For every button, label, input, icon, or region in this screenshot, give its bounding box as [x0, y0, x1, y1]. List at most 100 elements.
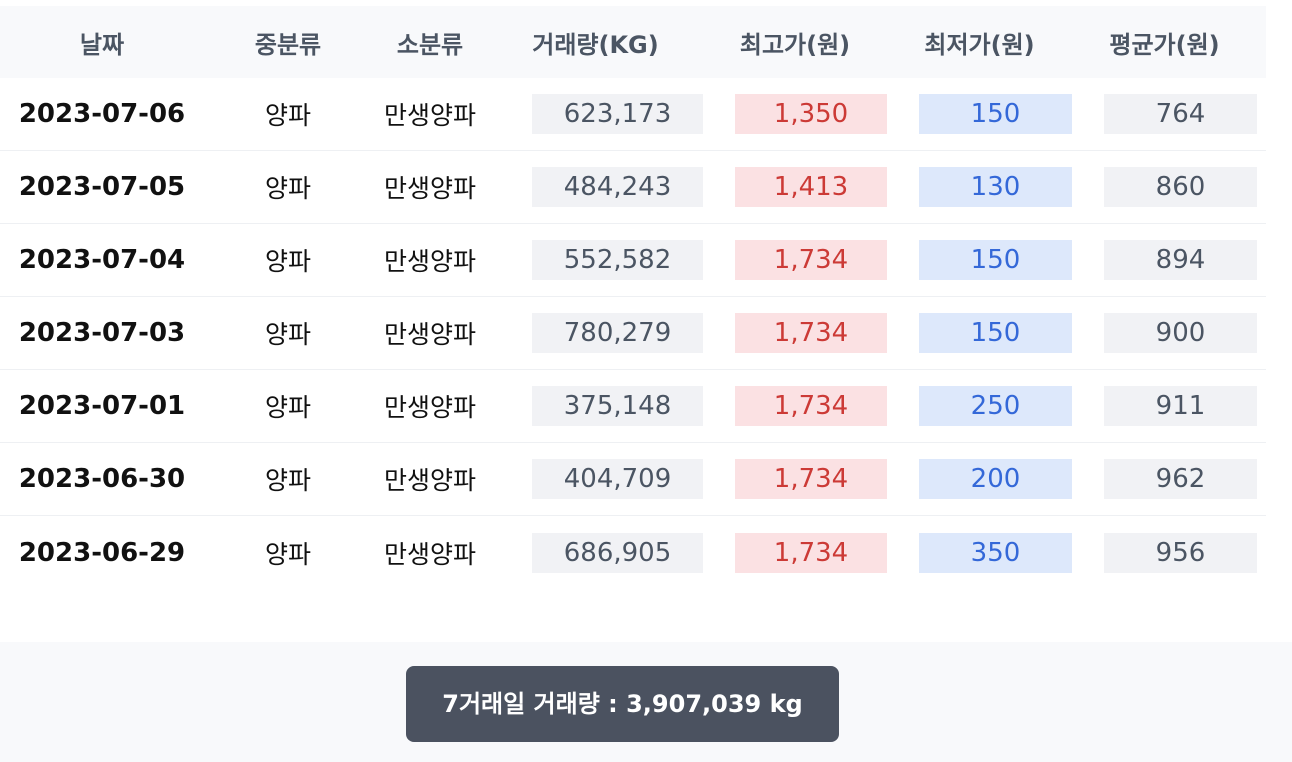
cell-avg-price: 900: [1104, 313, 1257, 353]
cell-date: 2023-07-03: [18, 318, 186, 348]
header-volume: 거래량(KG): [532, 30, 659, 59]
header-date: 날짜: [79, 30, 125, 59]
cell-low-wrap: 200: [887, 459, 1072, 499]
cell-avg-wrap: 911: [1072, 386, 1257, 426]
cell-avg-wrap: 764: [1072, 94, 1257, 134]
volume-summary-button[interactable]: 7거래일 거래량 : 3,907,039 kg: [406, 666, 839, 742]
cell-avg-price: 911: [1104, 386, 1257, 426]
cell-avg-wrap: 956: [1072, 532, 1257, 573]
cell-date: 2023-07-05: [18, 172, 186, 202]
cell-volume: 780,279: [532, 313, 703, 353]
cell-date: 2023-07-04: [18, 245, 186, 275]
cell-low-wrap: 250: [887, 386, 1072, 426]
cell-volume: 484,243: [532, 167, 703, 207]
table-body: 2023-07-06 양파 만생양파 623,173 1,350 150 764 2023-0…: [0, 78, 1266, 589]
cell-avg-wrap: 962: [1072, 459, 1257, 499]
cell-low-price: 150: [919, 313, 1072, 353]
header-mid-category: 중분류: [254, 30, 322, 59]
cell-low-price: 250: [919, 386, 1072, 426]
cell-high-wrap: 1,350: [703, 94, 887, 134]
table-row: 2023-07-04 양파 만생양파 552,582 1,734 150 894: [0, 224, 1266, 297]
table-header: 날짜 중분류 소분류 거래량(KG) 최고가(원) 최저가(원) 평균가(원): [0, 6, 1266, 78]
cell-volume-wrap: 780,279: [488, 313, 703, 353]
footer: 7거래일 거래량 : 3,907,039 kg: [0, 642, 1292, 762]
table-row: 2023-07-03 양파 만생양파 780,279 1,734 150 900: [0, 297, 1266, 370]
cell-date: 2023-07-06: [18, 99, 186, 129]
cell-high-wrap: 1,734: [703, 532, 887, 573]
cell-sub-category: 만생양파: [383, 174, 476, 203]
cell-high-wrap: 1,734: [703, 240, 887, 280]
cell-mid-category: 양파: [264, 539, 311, 569]
cell-low-wrap: 150: [887, 313, 1072, 353]
cell-volume-wrap: 404,709: [488, 459, 703, 499]
cell-mid-category: 양파: [264, 466, 311, 495]
cell-low-wrap: 150: [887, 94, 1072, 134]
cell-low-wrap: 150: [887, 240, 1072, 280]
price-table: 날짜 중분류 소분류 거래량(KG) 최고가(원) 최저가(원) 평균가(원) …: [0, 6, 1266, 589]
cell-sub-category: 만생양파: [383, 320, 476, 349]
cell-sub-category: 만생양파: [383, 539, 476, 569]
header-low: 최저가(원): [924, 30, 1035, 59]
cell-sub-category: 만생양파: [383, 101, 476, 130]
cell-high-wrap: 1,734: [703, 313, 887, 353]
cell-low-price: 130: [919, 167, 1072, 207]
header-high: 최고가(원): [739, 30, 851, 59]
cell-low-price: 150: [919, 240, 1072, 280]
cell-avg-wrap: 900: [1072, 313, 1257, 353]
cell-high-wrap: 1,734: [703, 386, 887, 426]
table-row: 2023-07-06 양파 만생양파 623,173 1,350 150 764: [0, 78, 1266, 151]
cell-volume: 404,709: [532, 459, 703, 499]
cell-date: 2023-06-30: [18, 464, 186, 494]
cell-avg-price: 894: [1104, 240, 1257, 280]
cell-low-wrap: 350: [887, 532, 1072, 573]
header-avg: 평균가(원): [1109, 30, 1220, 59]
cell-avg-price: 962: [1104, 459, 1257, 499]
cell-avg-price: 956: [1104, 532, 1257, 573]
cell-high-price: 1,734: [735, 313, 887, 353]
header-high-cell: 최고가(원): [703, 25, 887, 60]
cell-volume-wrap: 552,582: [488, 240, 703, 280]
cell-high-price: 1,734: [735, 532, 887, 573]
cell-mid-category: 양파: [264, 393, 311, 422]
table-row: 2023-07-05 양파 만생양파 484,243 1,413 130 860: [0, 151, 1266, 224]
cell-volume: 623,173: [532, 94, 703, 134]
table-row: 2023-06-30 양파 만생양파 404,709 1,734 200 962: [0, 443, 1266, 516]
cell-high-wrap: 1,413: [703, 167, 887, 207]
cell-avg-price: 860: [1104, 167, 1257, 207]
cell-volume-wrap: 375,148: [488, 386, 703, 426]
cell-low-price: 200: [919, 459, 1072, 499]
cell-volume-wrap: 686,905: [488, 532, 703, 573]
cell-avg-price: 764: [1104, 94, 1257, 134]
cell-volume-wrap: 484,243: [488, 167, 703, 207]
cell-avg-wrap: 894: [1072, 240, 1257, 280]
cell-high-price: 1,734: [735, 386, 887, 426]
cell-high-price: 1,413: [735, 167, 887, 207]
cell-high-price: 1,734: [735, 240, 887, 280]
cell-low-wrap: 130: [887, 167, 1072, 207]
cell-sub-category: 만생양파: [383, 247, 476, 276]
cell-mid-category: 양파: [264, 247, 311, 276]
table-row: 2023-07-01 양파 만생양파 375,148 1,734 250 911: [0, 370, 1266, 443]
cell-high-wrap: 1,734: [703, 459, 887, 499]
header-avg-cell: 평균가(원): [1072, 25, 1257, 60]
header-sub-category: 소분류: [396, 30, 464, 59]
cell-low-price: 350: [919, 532, 1072, 573]
cell-high-price: 1,350: [735, 94, 887, 134]
table-row: 2023-06-29 양파 만생양파 686,905 1,734 350 956: [0, 516, 1266, 589]
cell-volume-wrap: 623,173: [488, 94, 703, 134]
header-volume-cell: 거래량(KG): [488, 25, 703, 60]
cell-mid-category: 양파: [264, 174, 311, 203]
cell-avg-wrap: 860: [1072, 167, 1257, 207]
cell-volume: 686,905: [532, 532, 703, 573]
cell-mid-category: 양파: [264, 320, 311, 349]
cell-low-price: 150: [919, 94, 1072, 134]
cell-sub-category: 만생양파: [383, 466, 476, 495]
cell-date: 2023-07-01: [18, 391, 186, 421]
header-low-cell: 최저가(원): [887, 25, 1072, 60]
cell-volume: 552,582: [532, 240, 703, 280]
cell-volume: 375,148: [532, 386, 703, 426]
cell-high-price: 1,734: [735, 459, 887, 499]
cell-mid-category: 양파: [264, 101, 311, 130]
cell-date: 2023-06-29: [18, 537, 186, 568]
